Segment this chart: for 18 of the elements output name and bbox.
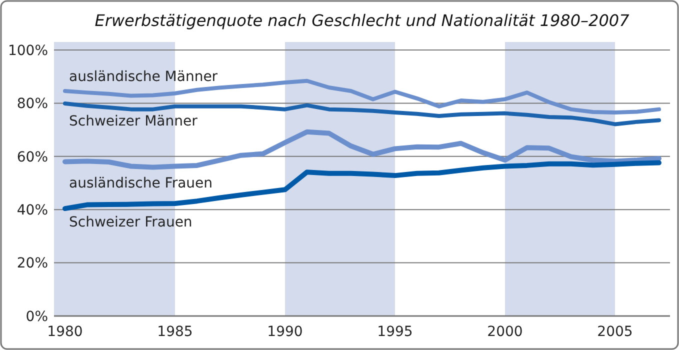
series-label: Schweizer Frauen [69,214,192,231]
chart-title: Erwerbstätigenquote nach Geschlecht und Nationalität 1980–2007 [94,11,630,30]
y-tick-label: 0% [26,308,48,325]
x-tick-label: 1995 [377,324,413,340]
x-tick-label: 2005 [597,324,633,340]
line-series [63,101,661,126]
y-tick-label: 60% [16,149,48,166]
x-tick-label: 1985 [157,324,193,340]
series-label: ausländische Männer [69,68,218,85]
y-tick-label: 20% [16,256,48,272]
x-tick-label: 1990 [267,324,303,340]
series-label: ausländische Frauen [69,176,213,192]
series-label: Schweizer Männer [69,113,198,130]
y-tick-label: 100% [8,42,48,59]
y-tick-label: 40% [16,202,48,218]
x-tick-label: 1980 [47,324,83,340]
y-tick-label: 80% [16,96,48,112]
x-tick-label: 2000 [487,324,523,340]
